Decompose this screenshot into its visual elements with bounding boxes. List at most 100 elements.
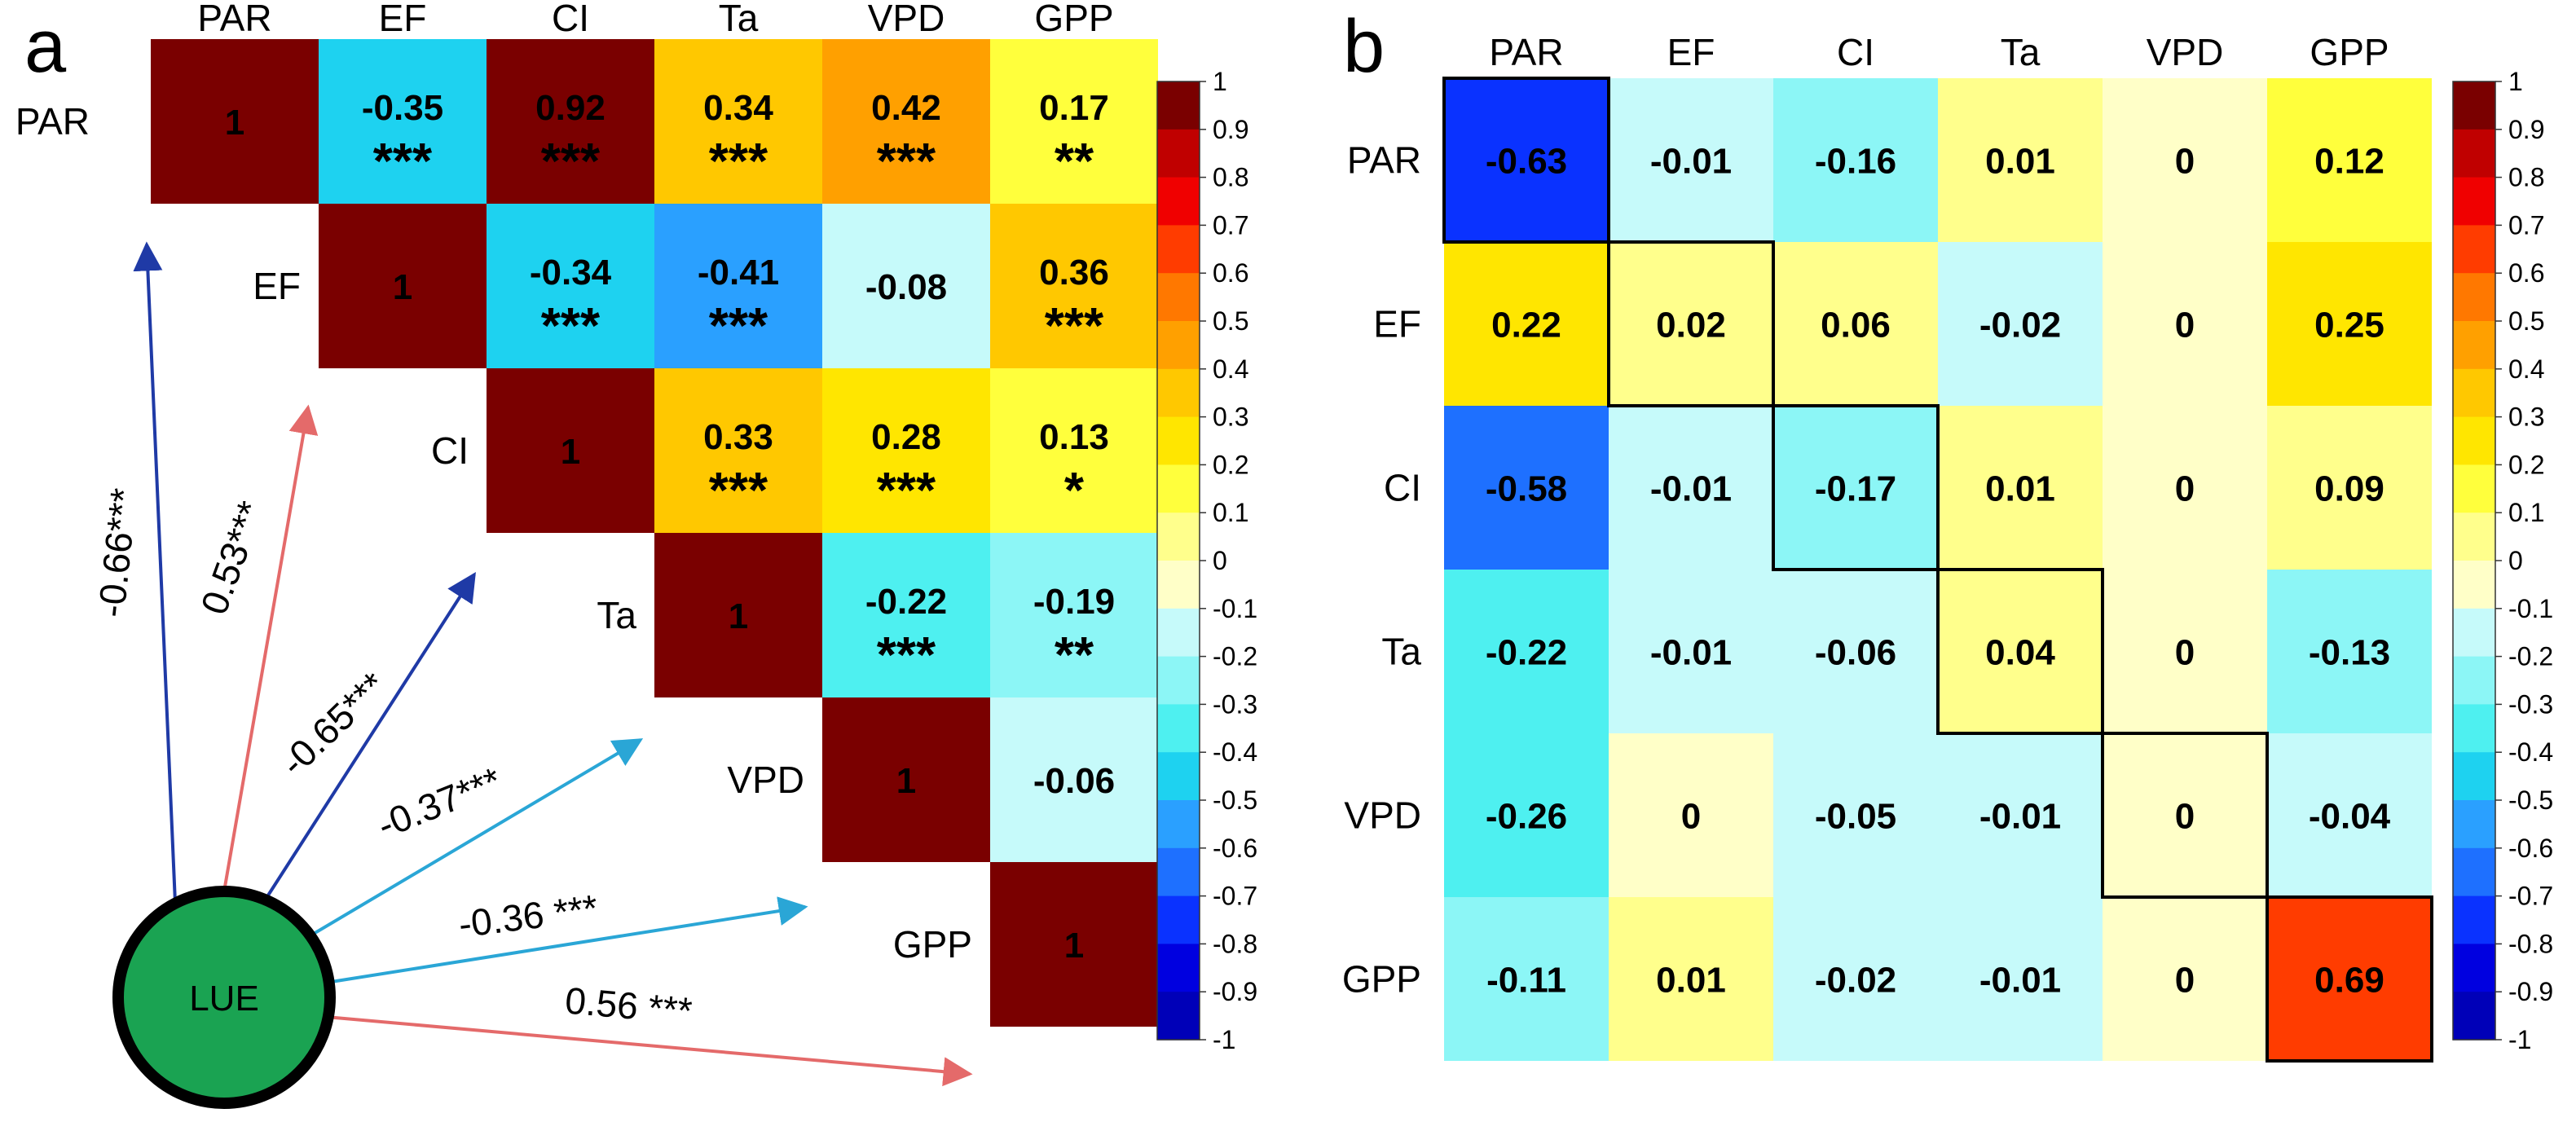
a-row-label-par: PAR bbox=[15, 100, 90, 143]
b-col-label-ta: Ta bbox=[2001, 31, 2041, 73]
b-cell-value: -0.02 bbox=[1815, 961, 1896, 1001]
a-colorbar-bin bbox=[1157, 225, 1200, 274]
a-colorbar-bin bbox=[1157, 464, 1200, 513]
b-cell-value: -0.01 bbox=[1979, 797, 2061, 837]
a-cell-ci-gpp bbox=[990, 368, 1158, 533]
a-cell-vpd-gpp bbox=[990, 697, 1158, 862]
b-diagonal-outline bbox=[2266, 895, 2433, 1063]
a-row-label-ci: CI bbox=[431, 429, 469, 472]
b-cell-value: 0.06 bbox=[1821, 306, 1891, 345]
b-cell-ci-par bbox=[1444, 406, 1609, 570]
a-cell-stars: *** bbox=[709, 298, 768, 354]
a-cell-value: -0.34 bbox=[530, 253, 612, 293]
b-cell-value: -0.02 bbox=[1979, 306, 2061, 345]
b-colorbar-bin bbox=[2453, 321, 2495, 370]
b-cell-par-ef bbox=[1609, 78, 1773, 242]
a-cell-ef-vpd bbox=[822, 204, 990, 368]
a-cell-stars: *** bbox=[877, 134, 936, 190]
a-cell-stars: *** bbox=[877, 463, 936, 519]
lue-edge-vpd bbox=[325, 896, 808, 984]
lue-edge-ef bbox=[222, 404, 319, 892]
a-colorbar-bin bbox=[1157, 800, 1200, 849]
b-cell-value: 0.01 bbox=[1656, 961, 1726, 1001]
a-cell-stars: *** bbox=[709, 463, 768, 519]
a-cell-stars: *** bbox=[1045, 298, 1104, 354]
a-colorbar-bin bbox=[1157, 321, 1200, 370]
b-colorbar-tick-label: 0.2 bbox=[2508, 450, 2544, 479]
b-cell-value: -0.58 bbox=[1486, 469, 1567, 509]
b-cell-ta-ef bbox=[1609, 570, 1773, 733]
b-colorbar-bin bbox=[2453, 608, 2495, 658]
b-colorbar-tick-label: 0.6 bbox=[2508, 258, 2544, 288]
a-colorbar-bin bbox=[1157, 944, 1200, 992]
b-cell-value: 0.22 bbox=[1491, 306, 1561, 345]
lue-edge-label-vpd: -0.36 *** bbox=[456, 887, 600, 946]
a-row-label-gpp: GPP bbox=[893, 923, 972, 966]
b-cell-ci-gpp bbox=[2267, 406, 2432, 570]
a-cell-stars: *** bbox=[877, 627, 936, 684]
a-colorbar-bin bbox=[1157, 416, 1200, 465]
lue-edge-par bbox=[133, 241, 177, 904]
lue-edge-label-ta: -0.37*** bbox=[372, 759, 508, 847]
b-row-label-ta: Ta bbox=[1381, 631, 1421, 673]
b-cell-ef-ef bbox=[1609, 242, 1773, 406]
b-cell-value: 0 bbox=[2175, 306, 2195, 345]
a-colorbar-tick-label: -0.7 bbox=[1213, 882, 1257, 911]
panel-b-colorbar: 1 0.9 0.8 0.7 0.6 0.5 0.4 0.3 0.2 0.1 0 -0.1 -0.2 -0.… bbox=[2452, 67, 2553, 1054]
lue-edge-gpp bbox=[325, 1015, 973, 1087]
a-cell-value: -0.06 bbox=[1033, 761, 1115, 801]
b-colorbar-tick-label: -0.5 bbox=[2508, 785, 2553, 815]
a-cell-par-ta bbox=[654, 39, 822, 204]
a-colorbar-tick-label: -0.9 bbox=[1213, 977, 1257, 1006]
a-colorbar-tick-label: -0.3 bbox=[1213, 689, 1257, 719]
a-cell-value: 0.36 bbox=[1039, 253, 1109, 293]
b-cell-ta-ci bbox=[1773, 570, 1938, 733]
a-cell-value: -0.35 bbox=[362, 88, 443, 128]
a-row-label-ef: EF bbox=[253, 265, 301, 307]
lue-edge-label-ci: -0.65*** bbox=[272, 664, 394, 785]
a-cell-vpd-vpd bbox=[822, 697, 990, 862]
a-cell-stars: *** bbox=[709, 134, 768, 190]
a-cell-value: 0.28 bbox=[871, 417, 941, 457]
a-cell-stars: *** bbox=[541, 298, 601, 354]
b-cell-vpd-gpp bbox=[2267, 733, 2432, 897]
a-colorbar-bin bbox=[1157, 608, 1200, 658]
a-cell-value: 0.13 bbox=[1039, 417, 1109, 457]
lue-edge-ci bbox=[263, 571, 476, 902]
b-colorbar-bin bbox=[2453, 273, 2495, 322]
a-cell-ci-ci bbox=[487, 368, 654, 533]
a-cell-ta-vpd bbox=[822, 533, 990, 697]
b-colorbar-tick-label: -0.9 bbox=[2508, 977, 2553, 1006]
a-cell-value: 1 bbox=[729, 596, 748, 636]
b-cell-ef-gpp bbox=[2267, 242, 2432, 406]
a-cell-stars: ** bbox=[1055, 627, 1094, 684]
b-colorbar-bin bbox=[2453, 225, 2495, 274]
a-colorbar-tick-label: 0.1 bbox=[1213, 498, 1248, 527]
b-cell-ta-vpd bbox=[2103, 570, 2267, 733]
a-cell-stars: *** bbox=[541, 134, 601, 190]
lue-edge-label-par: -0.66*** bbox=[90, 486, 145, 619]
panel-a-colorbar: 1 0.9 0.8 0.7 0.6 0.5 0.4 0.3 0.2 0.1 0 -0.1 -0.2 -0.… bbox=[1156, 67, 1257, 1054]
a-colorbar-tick-label: 0.4 bbox=[1213, 354, 1248, 384]
b-cell-par-ci bbox=[1773, 78, 1938, 242]
a-colorbar-tick-label: 0.7 bbox=[1213, 210, 1248, 240]
a-cell-value: 1 bbox=[1064, 926, 1084, 966]
a-cell-ef-ta bbox=[654, 204, 822, 368]
a-colorbar-bin bbox=[1157, 895, 1200, 944]
a-colorbar-tick-label: 0.5 bbox=[1213, 306, 1248, 336]
a-col-label-par: PAR bbox=[197, 0, 271, 39]
b-row-label-ef: EF bbox=[1373, 303, 1421, 345]
b-colorbar-bin bbox=[2453, 752, 2495, 801]
a-cell-value: 1 bbox=[561, 432, 580, 472]
a-cell-value: -0.08 bbox=[865, 267, 947, 307]
b-cell-value: -0.13 bbox=[2309, 633, 2390, 673]
a-cell-value: -0.19 bbox=[1033, 582, 1115, 622]
a-cell-stars: *** bbox=[373, 134, 433, 190]
a-cell-par-ef bbox=[319, 39, 487, 204]
b-row-label-par: PAR bbox=[1347, 139, 1421, 182]
b-cell-gpp-ci bbox=[1773, 897, 1938, 1061]
b-cell-vpd-vpd bbox=[2103, 733, 2267, 897]
b-colorbar-tick-label: 0.8 bbox=[2508, 163, 2544, 192]
a-colorbar-bin bbox=[1157, 177, 1200, 226]
